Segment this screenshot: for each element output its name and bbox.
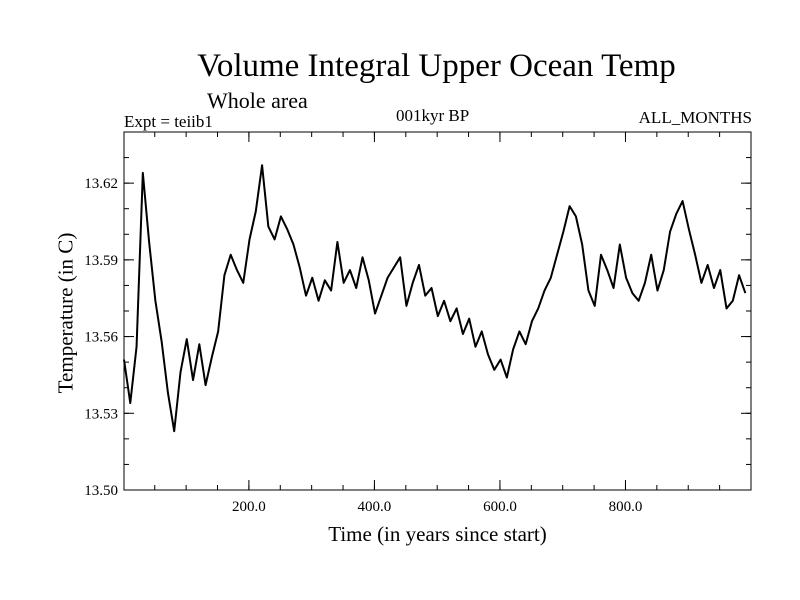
x-axis-label: Time (in years since start) — [328, 522, 547, 546]
y-tick-label: 13.53 — [84, 406, 118, 422]
chart-subtitle: Whole area — [207, 88, 308, 113]
period-label: 001kyr BP — [396, 106, 470, 125]
months-label: ALL_MONTHS — [638, 108, 752, 127]
x-tick-label: 400.0 — [358, 499, 392, 515]
axis-ticks — [124, 131, 751, 491]
x-tick-label: 600.0 — [483, 499, 517, 515]
y-tick-label: 13.59 — [84, 253, 118, 269]
temperature-series-line — [123, 164, 747, 433]
y-tick-label: 13.62 — [84, 176, 118, 192]
x-tick-label: 800.0 — [609, 499, 643, 515]
y-tick-label: 13.56 — [84, 330, 118, 346]
experiment-label: Expt = teiib1 — [124, 112, 213, 131]
x-tick-label: 200.0 — [232, 499, 266, 515]
plot-frame — [123, 131, 752, 491]
chart-title: Volume Integral Upper Ocean Temp — [197, 48, 676, 84]
axis-tick-labels: 13.50 13.53 13.56 13.59 13.62 200.0 400.0 600.0… — [84, 176, 642, 515]
y-tick-label: 13.50 — [84, 483, 118, 499]
